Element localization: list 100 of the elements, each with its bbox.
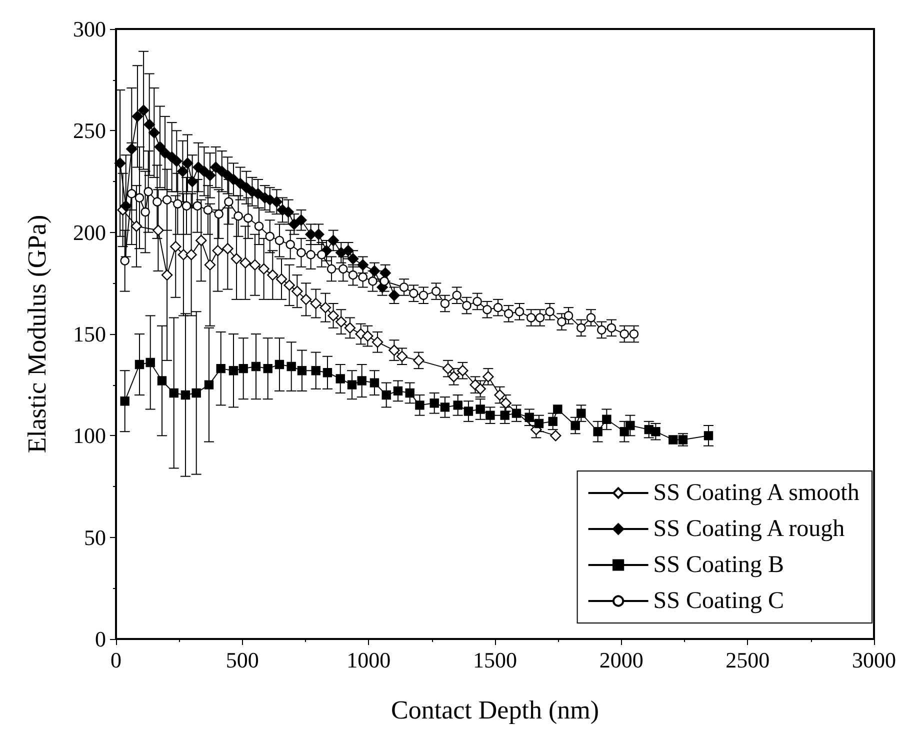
point — [222, 243, 234, 254]
point — [222, 170, 234, 181]
point — [230, 253, 242, 264]
point — [328, 234, 339, 246]
point — [493, 302, 503, 312]
point — [154, 141, 166, 153]
point — [244, 214, 253, 223]
point — [348, 270, 358, 280]
point — [452, 290, 462, 300]
point — [144, 187, 153, 196]
point — [564, 311, 574, 320]
point — [629, 329, 639, 339]
point — [368, 276, 378, 286]
point — [296, 214, 307, 226]
point — [382, 390, 391, 400]
point — [212, 245, 224, 256]
point — [152, 224, 164, 236]
point — [265, 232, 274, 241]
point — [500, 410, 510, 420]
point — [138, 104, 150, 116]
point — [276, 274, 288, 285]
point — [440, 402, 450, 412]
point — [494, 389, 506, 401]
point — [148, 127, 160, 138]
point — [347, 380, 357, 390]
point — [286, 362, 296, 372]
point — [234, 178, 246, 190]
point — [413, 354, 424, 366]
point — [300, 294, 312, 306]
point — [120, 256, 130, 266]
point — [668, 435, 678, 444]
point — [626, 420, 635, 430]
point — [157, 376, 167, 386]
point — [570, 420, 580, 430]
point — [310, 298, 322, 310]
point — [311, 366, 320, 376]
point — [651, 427, 660, 436]
point — [251, 362, 261, 372]
point — [114, 158, 126, 169]
point — [586, 313, 596, 322]
point — [132, 110, 144, 122]
point — [440, 298, 450, 308]
point — [415, 400, 424, 410]
point — [263, 364, 272, 374]
point — [557, 317, 566, 326]
point — [476, 404, 485, 414]
point — [453, 400, 462, 410]
point — [317, 250, 326, 260]
y-tick-label: 250 — [73, 118, 106, 144]
point — [504, 309, 514, 318]
point — [286, 240, 295, 250]
point — [186, 176, 198, 188]
point — [432, 286, 441, 296]
point — [545, 307, 554, 316]
point — [173, 199, 182, 208]
legend-label: SS Coating A smooth — [653, 480, 860, 506]
point — [274, 360, 284, 370]
point — [430, 398, 439, 408]
point — [704, 431, 714, 440]
point — [204, 380, 214, 390]
y-tick-label: 50 — [84, 524, 106, 550]
point — [457, 365, 468, 376]
point — [267, 269, 278, 281]
point — [482, 305, 492, 314]
point — [372, 336, 384, 348]
point — [526, 313, 536, 322]
x-tick-label: 2500 — [726, 648, 770, 672]
point — [161, 269, 173, 281]
point — [553, 404, 562, 414]
legend-label: SS Coating B — [653, 552, 784, 578]
point — [393, 386, 403, 396]
point — [186, 249, 197, 260]
point — [126, 143, 138, 155]
point — [127, 189, 136, 198]
point — [486, 410, 495, 420]
point — [169, 388, 178, 398]
point — [448, 371, 460, 382]
point — [548, 416, 558, 426]
point — [322, 368, 332, 378]
point — [514, 307, 524, 316]
point — [234, 211, 243, 221]
point — [313, 228, 324, 240]
y-tick-label: 200 — [73, 220, 106, 245]
point — [192, 201, 202, 210]
point — [405, 388, 414, 398]
point — [274, 236, 284, 246]
point — [146, 358, 155, 368]
point — [228, 366, 238, 376]
y-tick-label: 100 — [73, 423, 106, 448]
point — [297, 366, 307, 376]
point — [240, 257, 251, 268]
point — [474, 383, 486, 394]
legend-label: SS Coating C — [653, 588, 784, 614]
y-tick-label: 0 — [95, 626, 106, 652]
point — [182, 201, 192, 210]
point — [338, 264, 348, 274]
x-tick-label: 3000 — [852, 648, 896, 672]
point — [120, 396, 130, 406]
point — [388, 344, 400, 356]
x-tick-label: 1000 — [346, 648, 391, 672]
